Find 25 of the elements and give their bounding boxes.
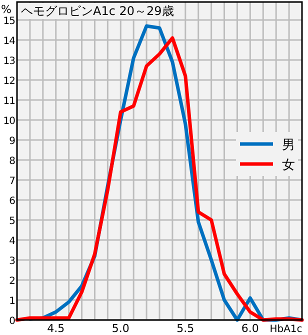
chart-title: ヘモグロビンA1c 20～29歳 (21, 4, 174, 18)
y-axis-title: % (1, 3, 12, 16)
y-tick-label: 4 (9, 236, 16, 247)
legend-label: 男 (282, 138, 295, 153)
y-tick-label: 14 (3, 36, 16, 47)
y-tick-label: 8 (9, 156, 16, 167)
y-tick-label: 12 (3, 76, 16, 87)
y-tick-label: 1 (9, 296, 16, 307)
y-tick-label: 7 (9, 176, 16, 187)
legend-label: 女 (282, 158, 295, 173)
y-tick-label: 0 (9, 316, 16, 327)
y-tick-label: 2 (9, 276, 16, 287)
y-tick-label: 6 (9, 196, 16, 207)
y-tick-label: 15 (3, 16, 16, 27)
y-tick-label: 9 (9, 136, 16, 147)
y-tick-label: 10 (3, 116, 16, 127)
x-tick-label: 5.5 (176, 322, 194, 335)
y-tick-label: 3 (9, 256, 16, 267)
y-tick-label: 13 (3, 56, 16, 67)
y-tick-label: 5 (9, 216, 16, 227)
x-tick-label: 6.0 (241, 322, 259, 335)
x-tick-label: 5.0 (112, 322, 130, 335)
y-tick-label: 11 (3, 96, 16, 107)
x-tick-label: 4.5 (47, 322, 65, 335)
x-axis-title: HbA1c (270, 324, 302, 335)
